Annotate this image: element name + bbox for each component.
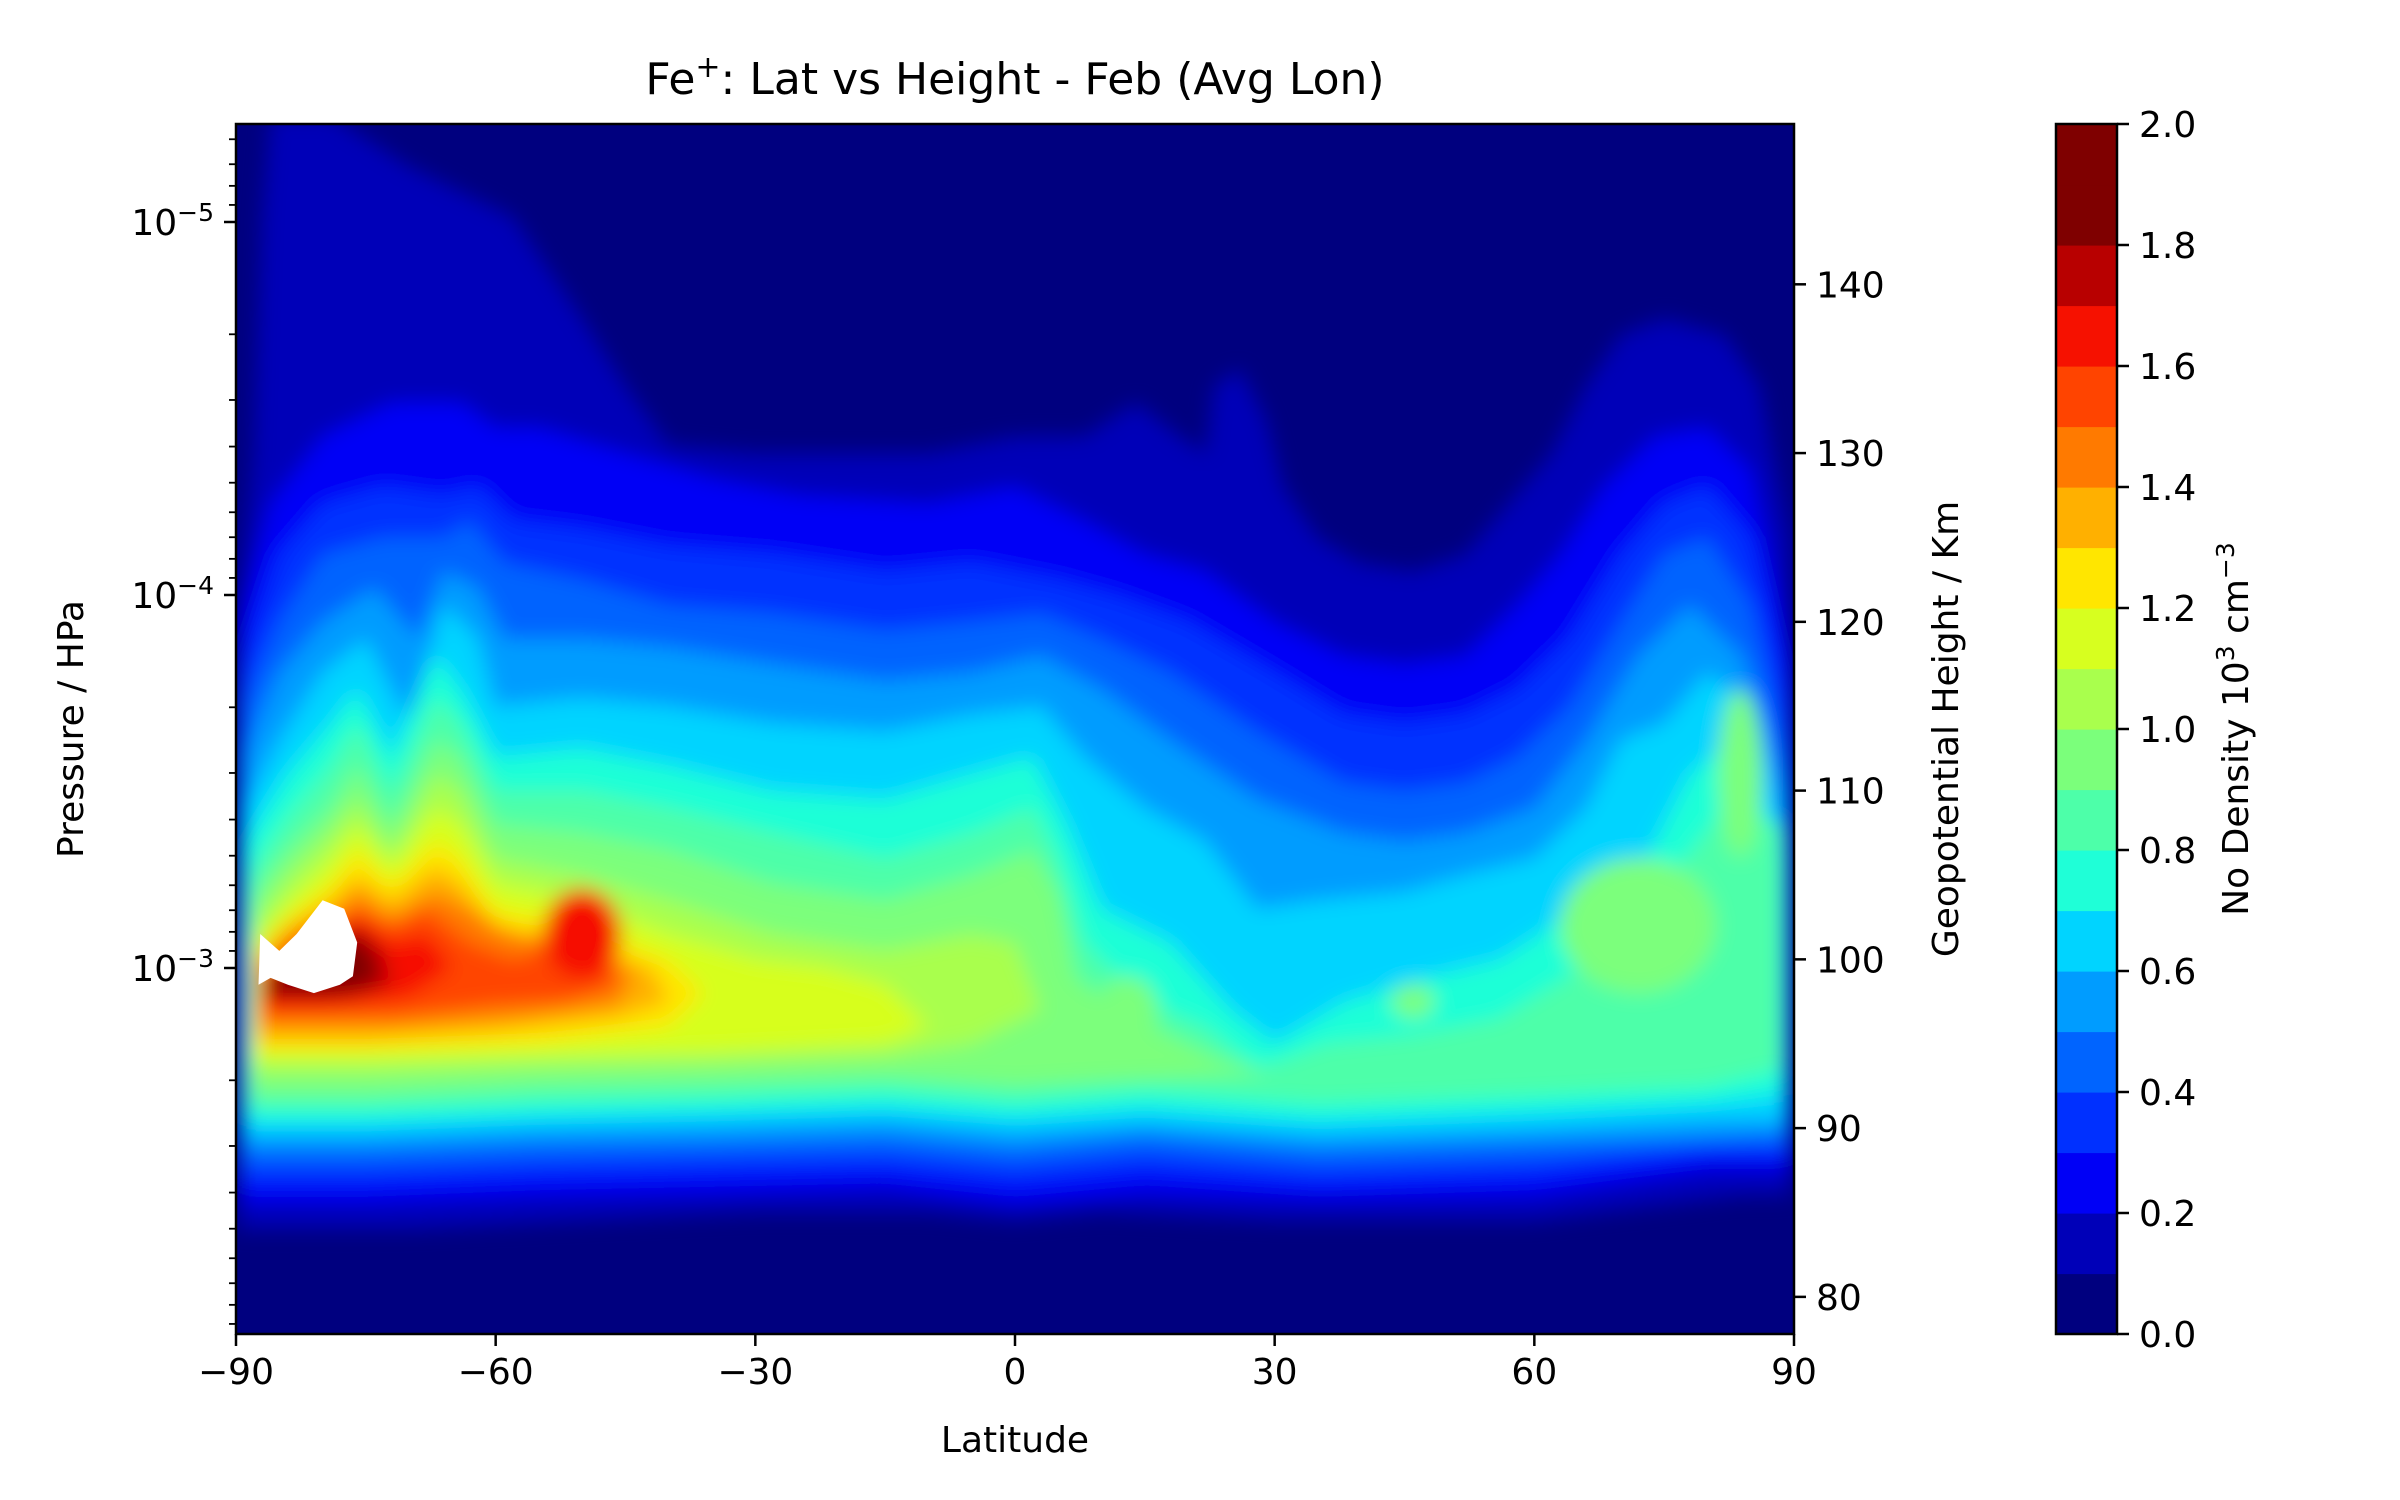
colorbar-tick-label: 1.2 xyxy=(2139,589,2196,630)
colorbar-tick-label: 1.8 xyxy=(2139,226,2196,267)
above-max-region xyxy=(258,900,358,994)
y-right-tick-label: 120 xyxy=(1816,603,1885,644)
colorbar-band xyxy=(2056,124,2117,186)
x-tick-label: 0 xyxy=(1004,1352,1027,1393)
y-right-tick-label: 140 xyxy=(1816,265,1885,306)
y-left-tick-label: 10−4 xyxy=(131,571,214,618)
pressure-axis: 10−5 10−4 10−3 xyxy=(131,138,236,1325)
colorbar-tick-label: 0.4 xyxy=(2139,1073,2196,1114)
x-tick-label: −90 xyxy=(198,1352,274,1393)
colorbar-tick-label: 1.0 xyxy=(2139,710,2196,751)
chart-title: Fe+: Lat vs Height - Feb (Avg Lon) xyxy=(645,50,1384,106)
y-right-tick-label: 130 xyxy=(1816,434,1885,475)
colorbar-label: No Density 103 cm−3 xyxy=(2211,542,2258,916)
colorbar-tick-label: 0.6 xyxy=(2139,952,2196,993)
x-tick-label: 60 xyxy=(1511,1352,1557,1393)
contour-level-0.9-north xyxy=(1560,858,1717,994)
colorbar-band xyxy=(2056,487,2117,549)
colorbar-tick-label: 0.2 xyxy=(2139,1194,2196,1235)
contour-level-0.9-eq xyxy=(1097,976,1158,1044)
colorbar-band xyxy=(2056,789,2117,851)
colorbar-band xyxy=(2056,1273,2117,1335)
colorbar: 0.0 0.2 0.4 0.6 0.8 1.0 1.2 1.4 1.6 1.8 2.0 xyxy=(2056,105,2196,1356)
colorbar-band xyxy=(2056,245,2117,307)
colorbar-band xyxy=(2056,305,2117,367)
colorbar-band xyxy=(2056,184,2117,246)
colorbar-band xyxy=(2056,729,2117,791)
colorbar-tick-label: 1.4 xyxy=(2139,468,2196,509)
colorbar-band xyxy=(2056,426,2117,488)
colorbar-tick-label: 1.6 xyxy=(2139,347,2196,388)
y-left-tick-label: 10−3 xyxy=(131,944,214,991)
colorbar-band xyxy=(2056,1152,2117,1214)
colorbar-frame xyxy=(2054,122,2119,1336)
colorbar-tick-label: 0.8 xyxy=(2139,831,2196,872)
colorbar-tick-label: 0.0 xyxy=(2139,1315,2196,1356)
x-axis-label: Latitude xyxy=(941,1420,1089,1461)
contour-level-1.6-secondary xyxy=(543,888,622,980)
colorbar-band xyxy=(2056,910,2117,972)
smoothed-layers xyxy=(238,124,1791,1230)
colorbar-band xyxy=(2056,1031,2117,1093)
y-left-tick-label: 10−5 xyxy=(131,198,214,245)
height-axis: 80 90 100 110 120 130 140 xyxy=(1794,265,1885,1319)
contour-level-0.9-polar xyxy=(1718,689,1762,859)
y-right-tick-label: 80 xyxy=(1816,1278,1862,1319)
colorbar-band xyxy=(2056,1092,2117,1154)
colorbar-band xyxy=(2056,1213,2117,1275)
y-right-tick-label: 110 xyxy=(1816,772,1885,813)
y-right-tick-label: 90 xyxy=(1816,1109,1862,1150)
x-tick-label: −30 xyxy=(717,1352,793,1393)
colorbar-band xyxy=(2056,547,2117,609)
x-tick-label: 90 xyxy=(1771,1352,1817,1393)
x-tick-label: 30 xyxy=(1252,1352,1298,1393)
y-left-axis-label: Pressure / HPa xyxy=(51,600,92,858)
colorbar-band xyxy=(2056,850,2117,912)
colorbar-band xyxy=(2056,971,2117,1033)
contour-level-0.9-mid xyxy=(1391,984,1435,1019)
colorbar-band xyxy=(2056,668,2117,730)
colorbar-band xyxy=(2056,608,2117,670)
y-right-tick-label: 100 xyxy=(1816,940,1885,981)
density-field xyxy=(238,124,1791,1230)
colorbar-tick-label: 2.0 xyxy=(2139,105,2196,146)
x-axis: −90 −60 −30 0 30 60 90 xyxy=(198,1334,1817,1393)
y-right-axis-label: Geopotential Height / Km xyxy=(1926,501,1967,957)
x-tick-label: −60 xyxy=(458,1352,534,1393)
colorbar-band xyxy=(2056,366,2117,428)
